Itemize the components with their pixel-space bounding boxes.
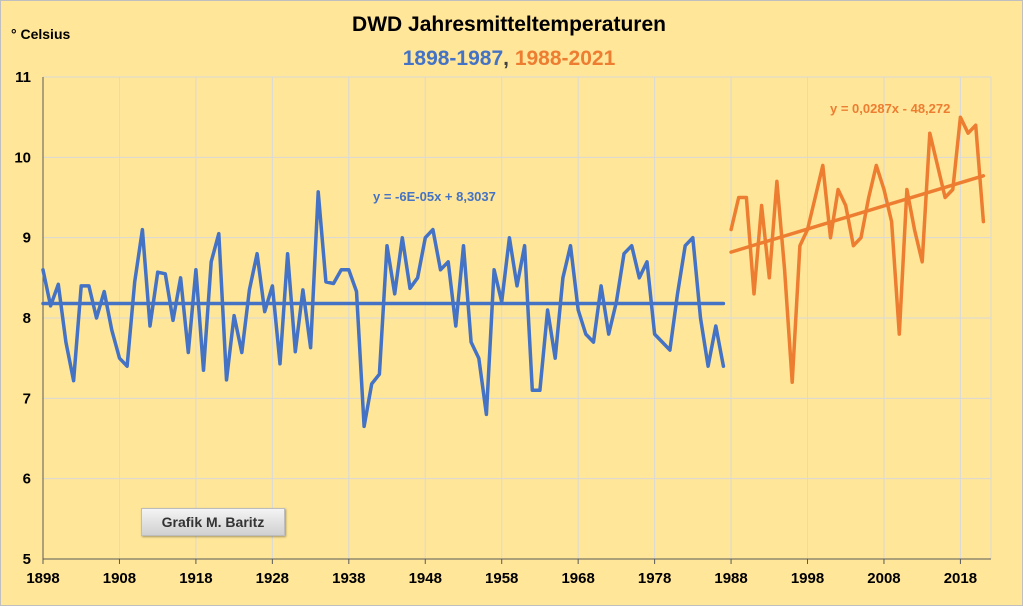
x-tick-label-1978: 1978 bbox=[638, 570, 671, 587]
credit-box: Grafik M. Baritz bbox=[141, 508, 285, 536]
series-line-1988-2021 bbox=[729, 115, 986, 385]
y-tick-label-6: 6 bbox=[23, 471, 31, 488]
x-tick-label-1928: 1928 bbox=[256, 570, 289, 587]
x-tick-label-1958: 1958 bbox=[485, 570, 518, 587]
chart-subtitle: 1898-1987, 1988-2021 bbox=[403, 47, 616, 70]
x-tick-label-2008: 2008 bbox=[867, 570, 900, 587]
x-tick-label-1898: 1898 bbox=[26, 570, 59, 587]
tick-label-layer: 5 6 7 8 9 10 11 1898 1908 1918 1928 1938 1948 1958 196… bbox=[14, 69, 977, 587]
trendline-equation-1988-2021: y = 0,0287x - 48,272 bbox=[830, 101, 950, 116]
x-tick-label-1988: 1988 bbox=[714, 570, 747, 587]
x-tick-label-1918: 1918 bbox=[179, 570, 212, 587]
chart-title: DWD Jahresmitteltemperaturen bbox=[352, 13, 666, 36]
x-tick-label-1948: 1948 bbox=[409, 570, 442, 587]
x-tick-label-1998: 1998 bbox=[791, 570, 824, 587]
y-axis-unit-label: ° Celsius bbox=[11, 26, 71, 42]
trendline-1988-2021 bbox=[729, 174, 986, 254]
y-tick-label-10: 10 bbox=[14, 149, 31, 166]
x-tick-label-1908: 1908 bbox=[103, 570, 136, 587]
subtitle-part-1898-1987: 1898-1987 bbox=[403, 47, 503, 70]
y-tick-label-7: 7 bbox=[23, 390, 31, 407]
x-tick-label-2018: 2018 bbox=[944, 570, 977, 587]
x-tick-label-1968: 1968 bbox=[561, 570, 594, 587]
y-tick-label-11: 11 bbox=[15, 69, 31, 86]
x-tick-label-1938: 1938 bbox=[332, 570, 365, 587]
subtitle-part-comma: , bbox=[503, 47, 515, 70]
trendline-layer bbox=[41, 174, 986, 306]
trendline-equation-1898-1987: y = -6E-05x + 8,3037 bbox=[373, 189, 496, 204]
series-line-1898-1987 bbox=[41, 190, 726, 429]
series-layer bbox=[41, 115, 986, 429]
y-tick-label-5: 5 bbox=[23, 551, 31, 568]
y-tick-label-9: 9 bbox=[23, 230, 31, 247]
y-tick-label-8: 8 bbox=[23, 310, 31, 327]
subtitle-part-1988-2021: 1988-2021 bbox=[515, 47, 616, 70]
